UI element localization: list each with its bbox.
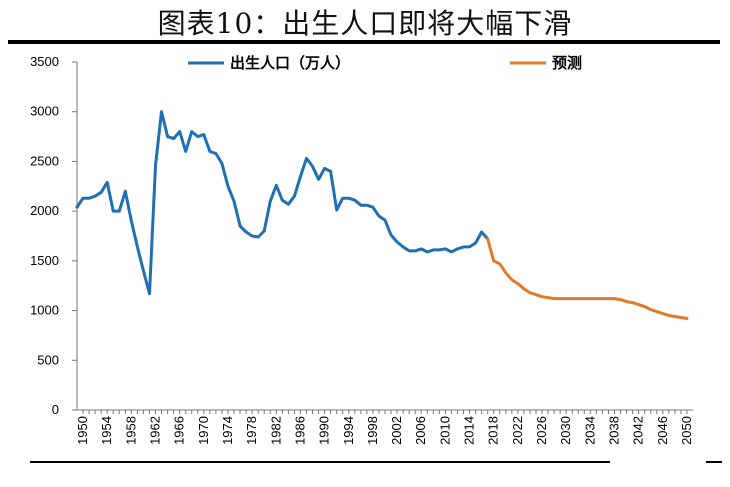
x-tick-label: 1970 — [196, 416, 211, 445]
x-tick-label: 2022 — [510, 416, 525, 445]
x-tick-label: 2046 — [655, 416, 670, 445]
x-tick-label: 1966 — [172, 416, 187, 445]
x-tick-label: 1962 — [148, 416, 163, 445]
x-tick-label: 2042 — [631, 416, 646, 445]
series-line-forecast — [486, 237, 689, 320]
x-tick-label: 1978 — [244, 416, 259, 445]
x-axis-ticks: 1950 1954 1958 1962 1966 1970 1974 1978 1982 1986… — [75, 410, 694, 445]
x-tick-label: 2002 — [389, 416, 404, 445]
x-tick-label: 1986 — [292, 416, 307, 445]
y-tick-label: 3000 — [30, 104, 59, 119]
title-rule — [8, 40, 720, 44]
x-tick-label: 2018 — [486, 416, 501, 445]
x-tick-label: 2014 — [462, 416, 477, 445]
bottom-rule — [30, 461, 610, 463]
x-tick-label: 2010 — [437, 416, 452, 445]
x-tick-label: 2006 — [413, 416, 428, 445]
x-tick-label: 1950 — [75, 416, 90, 445]
legend-label: 出生人口（万人） — [230, 54, 350, 72]
x-tick-label: 2050 — [679, 416, 694, 445]
x-tick-label: 1982 — [268, 416, 283, 445]
chart-title: 图表10：出生人口即将大幅下滑 — [157, 7, 573, 40]
x-tick-label: 2030 — [558, 416, 573, 445]
series-lines — [75, 110, 689, 320]
legend-label: 预测 — [552, 54, 582, 72]
x-tick-label: 2038 — [606, 416, 621, 445]
y-tick-label: 3500 — [30, 54, 59, 69]
bottom-rule-end — [706, 461, 722, 463]
y-tick-label: 0 — [52, 402, 59, 417]
series-line-births — [75, 110, 490, 296]
axes — [76, 62, 693, 411]
x-tick-label: 1974 — [220, 416, 235, 445]
y-tick-label: 1000 — [30, 303, 59, 318]
y-tick-label: 2000 — [30, 203, 59, 218]
y-tick-label: 500 — [37, 352, 59, 367]
x-tick-label: 2026 — [534, 416, 549, 445]
x-tick-label: 1958 — [123, 416, 138, 445]
legend: 出生人口（万人） 预测 — [188, 54, 582, 72]
y-tick-label: 1500 — [30, 253, 59, 268]
x-tick-label: 1998 — [365, 416, 380, 445]
x-tick-label: 2034 — [582, 416, 597, 445]
y-axis-ticks: 0 500 1000 1500 2000 2500 3000 3500 — [30, 54, 77, 417]
x-tick-label: 1994 — [341, 416, 356, 445]
y-tick-label: 2500 — [30, 153, 59, 168]
x-tick-label: 1954 — [99, 416, 114, 445]
x-tick-label: 1990 — [317, 416, 332, 445]
